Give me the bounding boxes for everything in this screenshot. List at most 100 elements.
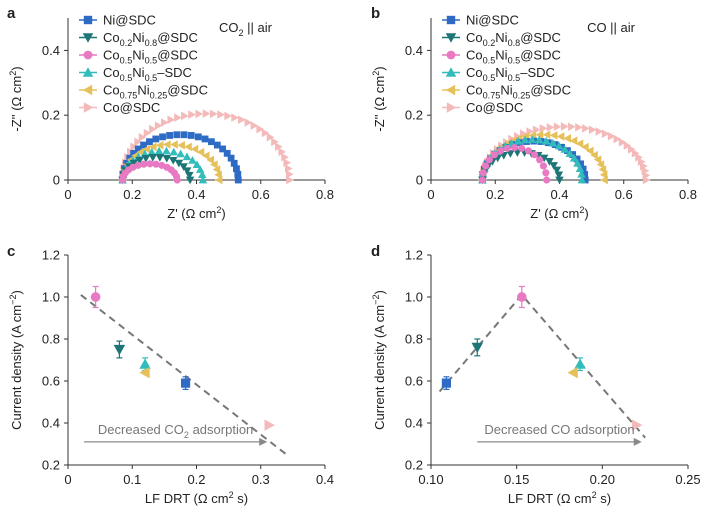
x-tick-label: 0.8	[679, 187, 697, 202]
nyquist-point-co	[160, 118, 169, 127]
nyquist-point-co	[285, 169, 294, 179]
nyquist-point-co05dash	[569, 153, 579, 162]
nyquist-point-co075	[556, 132, 565, 141]
nyquist-point-co075	[201, 151, 210, 161]
nyquist-point-co	[134, 137, 142, 147]
legend-label-co05: Co0.5Ni0.5@SDC	[466, 48, 561, 66]
nyquist-point-co05	[485, 156, 493, 164]
panel-b-chart: b 0 0.2 0.4 0.6 0.8 0 0.2 0.4 Z' (Ω cm2) -Z'' (Ω …	[371, 5, 697, 221]
nyquist-point-co05dash	[560, 145, 570, 153]
nyquist-point-co	[631, 149, 640, 158]
x-tick-label: 0.2	[187, 472, 205, 487]
nyquist-point-co075	[593, 155, 602, 164]
nyquist-point-co05	[134, 161, 142, 169]
nyquist-point-co075	[136, 147, 145, 157]
nyquist-point-co05	[524, 147, 533, 155]
nyquist-point-co02	[155, 154, 165, 162]
data-point-ni	[441, 378, 452, 388]
legend-label-co05dash: Co0.5Ni0.5–SDC	[103, 65, 192, 83]
y-tick-label: 0.2	[405, 458, 423, 473]
nyquist-point-co05dash	[513, 136, 523, 145]
nyquist-point-ni	[573, 155, 581, 163]
nyquist-point-co05dash	[565, 149, 575, 157]
nyquist-point-co05dash	[541, 136, 551, 145]
nyquist-point-co05	[479, 169, 487, 177]
nyquist-point-co05dash	[192, 160, 202, 169]
y-tick-label: 0	[416, 173, 423, 188]
panel-b-letter: b	[371, 5, 380, 22]
nyquist-point-co	[250, 121, 259, 130]
nyquist-point-co	[238, 115, 246, 125]
nyquist-point-co075	[542, 130, 551, 139]
nyquist-point-co075	[535, 130, 544, 139]
nyquist-point-ni	[577, 160, 584, 168]
x-tick-label: 0	[64, 187, 71, 202]
y-tick-label: 0	[53, 173, 60, 188]
nyquist-point-co02	[182, 167, 192, 176]
x-axis-label: LF DRT (Ω cm2 s)	[145, 490, 248, 506]
legend-label-co: Co@SDC	[103, 100, 160, 115]
panel-d-letter: d	[371, 243, 380, 260]
nyquist-point-co	[286, 175, 294, 185]
nyquist-point-co	[560, 122, 569, 131]
x-tick-label: 0	[64, 472, 71, 487]
nyquist-point-co02	[552, 166, 562, 175]
x-tick-label: 0.6	[615, 187, 633, 202]
nyquist-point-co05	[146, 160, 154, 168]
nyquist-point-co05dash	[169, 147, 179, 156]
x-tick-label: 0.2	[123, 187, 141, 202]
y-tick-label: 0.4	[42, 43, 60, 58]
annotation-text: Decreased CO adsorption	[484, 422, 634, 437]
x-tick-label: 0.25	[675, 472, 700, 487]
data-point-co05dash	[139, 358, 151, 369]
nyquist-point-ni	[227, 154, 235, 162]
data-point-co05dash	[574, 358, 586, 369]
nyquist-point-co02	[129, 159, 139, 168]
nyquist-point-co05	[542, 169, 550, 177]
nyquist-point-co	[188, 110, 196, 119]
nyquist-point-co075	[563, 134, 572, 143]
nyquist-point-co	[601, 129, 610, 138]
x-tick-label: 0.3	[252, 472, 270, 487]
panel-c-chart: c 0 0.1 0.2 0.3 0.4 0.2 0.4 0.6 0.8 1.0 1.2 LF DRT …	[7, 243, 334, 506]
nyquist-point-co	[607, 131, 616, 141]
nyquist-point-ni	[173, 131, 181, 139]
nyquist-point-co	[202, 109, 211, 118]
nyquist-point-co05dash	[198, 175, 208, 184]
nyquist-point-co075	[590, 150, 598, 160]
data-point-co02	[471, 342, 484, 354]
nyquist-point-co05dash	[575, 164, 585, 172]
nyquist-point-ni	[126, 154, 134, 162]
y-tick-label: 0.2	[42, 458, 60, 473]
nyquist-point-ni	[581, 171, 589, 178]
nyquist-point-co	[266, 133, 275, 142]
nyquist-point-co	[174, 113, 182, 122]
nyquist-point-co02	[185, 176, 195, 185]
nyquist-point-co	[256, 124, 265, 134]
nyquist-point-ni	[234, 176, 242, 184]
nyquist-point-co	[281, 153, 289, 162]
nyquist-point-ni	[233, 165, 240, 173]
nyquist-point-co	[588, 125, 597, 135]
panel-b-condition-label: CO || air	[587, 20, 636, 35]
nyquist-point-co05dash	[577, 169, 586, 178]
nyquist-point-co05	[490, 151, 499, 159]
y-tick-label: 0.6	[405, 374, 423, 389]
x-axis-label: Z' (Ω cm2)	[167, 205, 225, 221]
nyquist-point-ni	[146, 138, 153, 146]
nyquist-point-co075	[600, 175, 608, 185]
nyquist-point-co075	[596, 160, 605, 169]
nyquist-point-co	[149, 124, 157, 134]
legend-label-co075: Co0.75Ni0.25@SDC	[103, 83, 208, 101]
nyquist-point-co	[568, 122, 576, 131]
legend-label-co075: Co0.75Ni0.25@SDC	[466, 83, 571, 101]
x-tick-label: 0	[427, 187, 434, 202]
nyquist-point-co	[546, 123, 555, 132]
nyquist-point-co	[217, 110, 225, 119]
nyquist-point-ni	[230, 159, 238, 167]
nyquist-point-ni	[194, 133, 202, 141]
annotation-text: Decreased CO2 adsorption	[98, 422, 253, 440]
nyquist-point-co	[623, 141, 632, 150]
nyquist-point-co05dash	[182, 152, 192, 161]
nyquist-point-co	[278, 147, 287, 157]
